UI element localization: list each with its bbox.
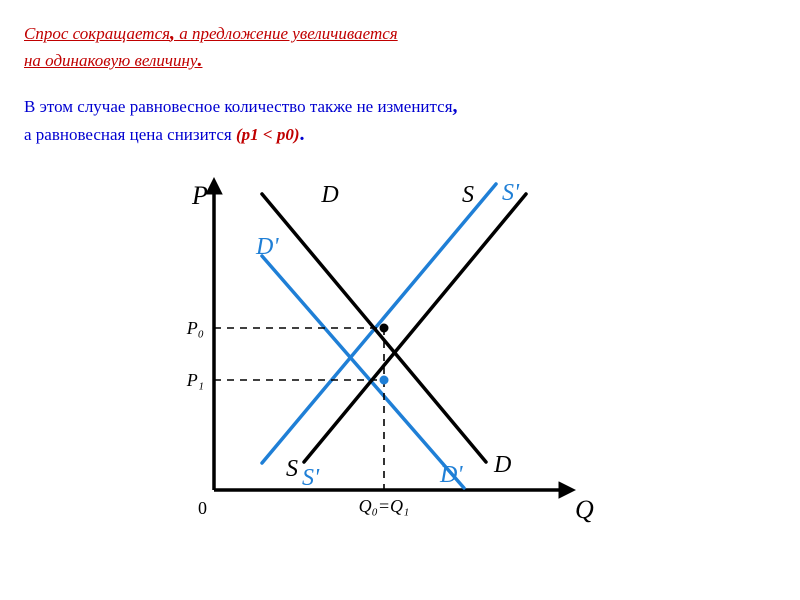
label-S-bottom: S xyxy=(286,456,298,482)
title-block: Спрос сокращается, а предложение увеличи… xyxy=(24,20,776,74)
line-D-prime xyxy=(262,256,464,488)
label-S-top: S xyxy=(462,182,474,208)
body-line1: В этом случае равновесное количество так… xyxy=(24,97,453,116)
title-line2: на одинаковую величину xyxy=(24,51,197,70)
point-P1 xyxy=(380,376,389,385)
title-line1b: а предложение увеличивается xyxy=(175,24,398,43)
body-line2: а равновесная цена снизится xyxy=(24,125,236,144)
supply-demand-chart: PQ0P₀P₁Q₀=Q₁DSD'S'SDS'D' xyxy=(154,170,599,540)
label-D-top: D xyxy=(320,182,338,208)
label-D-bottom: D xyxy=(493,452,511,478)
body-block: В этом случае равновесное количество так… xyxy=(24,92,776,148)
label-Sprime-bottom: S' xyxy=(302,465,320,491)
tick-P0: P₀ xyxy=(186,318,204,338)
line-S-prime xyxy=(262,184,496,463)
label-Sprime-top: S' xyxy=(502,180,520,206)
title-line1a: Спрос сокращается xyxy=(24,24,170,43)
point-P0 xyxy=(380,324,389,333)
tick-P1: P₁ xyxy=(186,370,204,390)
axis-label-P: P xyxy=(191,181,208,210)
origin-label: 0 xyxy=(198,498,207,518)
label-Dprime-top: D' xyxy=(255,234,279,260)
tick-Qeq: Q₀=Q₁ xyxy=(359,496,410,516)
inequality: (p1 < p0) xyxy=(236,125,300,144)
label-Dprime-bottom: D' xyxy=(439,462,463,488)
axis-label-Q: Q xyxy=(575,495,594,524)
